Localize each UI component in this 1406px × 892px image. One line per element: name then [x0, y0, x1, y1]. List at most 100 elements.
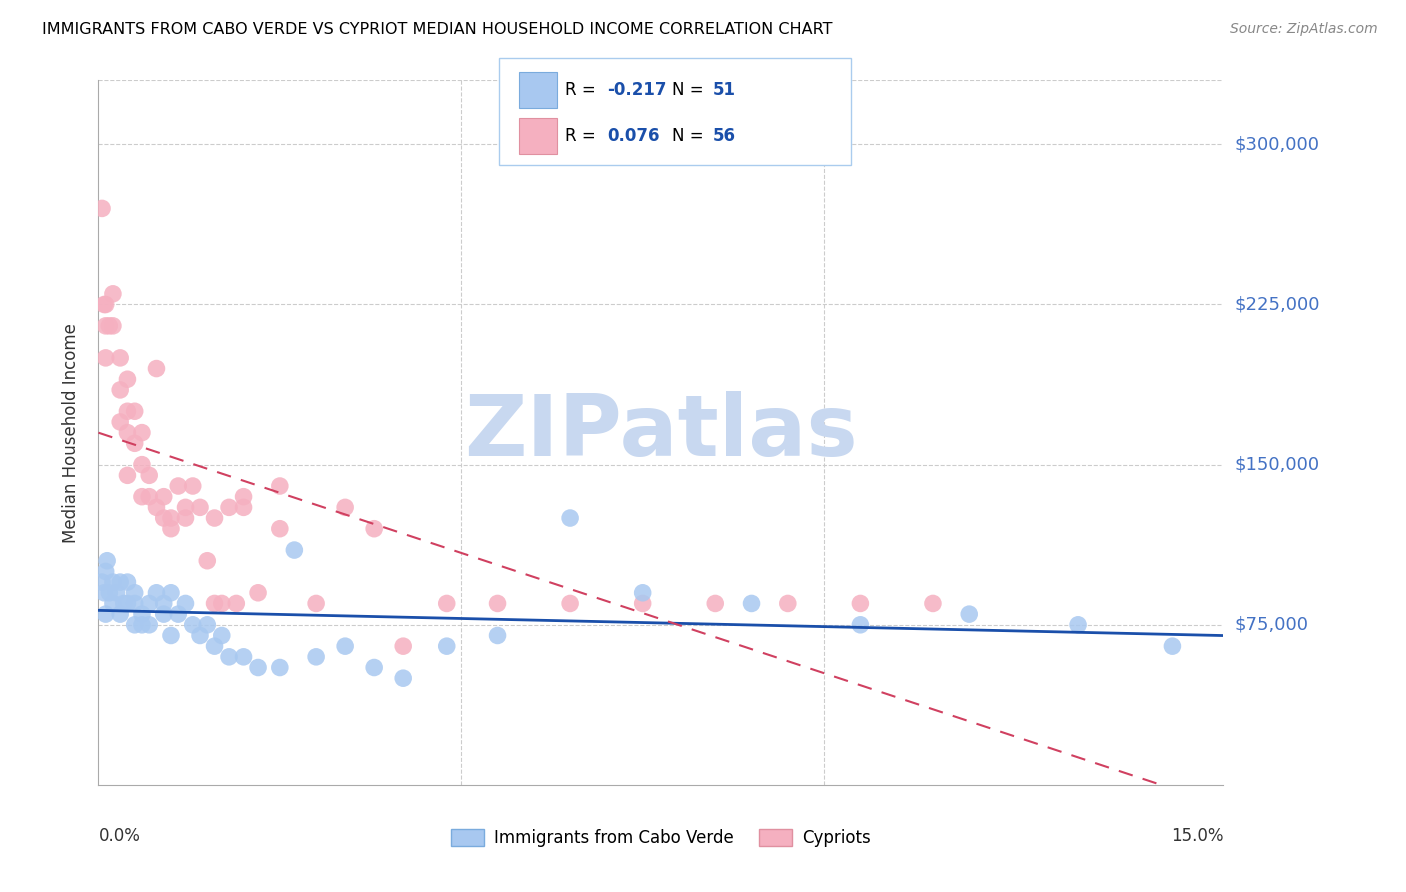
Text: IMMIGRANTS FROM CABO VERDE VS CYPRIOT MEDIAN HOUSEHOLD INCOME CORRELATION CHART: IMMIGRANTS FROM CABO VERDE VS CYPRIOT ME…: [42, 22, 832, 37]
Point: [108, 607, 131, 621]
Point: [101, 575, 124, 590]
Point: [160, 628, 183, 642]
Point: [1161, 639, 1184, 653]
Point: [131, 607, 153, 621]
Point: [94, 565, 117, 579]
Point: [167, 479, 190, 493]
Point: [558, 511, 581, 525]
Point: [108, 575, 131, 590]
Point: [152, 511, 174, 525]
Point: [94, 351, 117, 365]
Point: [101, 318, 124, 333]
Point: [333, 500, 356, 515]
Point: [131, 617, 153, 632]
Text: -0.217: -0.217: [607, 81, 666, 99]
Point: [105, 586, 128, 600]
Point: [93, 297, 115, 311]
Point: [145, 586, 167, 600]
Text: ZIPatlas: ZIPatlas: [464, 391, 858, 475]
Point: [247, 660, 270, 674]
Point: [436, 639, 458, 653]
Point: [152, 607, 174, 621]
Point: [124, 404, 146, 418]
Text: $225,000: $225,000: [1234, 295, 1320, 313]
Point: [631, 597, 654, 611]
Point: [160, 511, 183, 525]
Point: [124, 436, 146, 450]
Point: [101, 597, 124, 611]
Point: [232, 500, 254, 515]
Text: N =: N =: [672, 127, 709, 145]
Point: [436, 597, 458, 611]
Point: [305, 597, 328, 611]
Point: [188, 500, 211, 515]
Point: [849, 597, 872, 611]
Point: [117, 404, 139, 418]
Point: [145, 361, 167, 376]
Point: [704, 597, 727, 611]
Point: [160, 522, 183, 536]
Point: [195, 617, 218, 632]
Point: [152, 597, 174, 611]
Point: [108, 383, 131, 397]
Point: [94, 297, 117, 311]
Point: [96, 554, 118, 568]
Text: 51: 51: [713, 81, 735, 99]
Point: [117, 468, 139, 483]
Point: [211, 597, 233, 611]
Point: [922, 597, 945, 611]
Point: [181, 479, 204, 493]
Point: [269, 660, 291, 674]
Point: [94, 318, 117, 333]
Point: [117, 575, 139, 590]
Point: [363, 660, 385, 674]
Point: [741, 597, 763, 611]
Point: [98, 318, 121, 333]
Text: $75,000: $75,000: [1234, 615, 1309, 634]
Point: [957, 607, 980, 621]
Point: [392, 671, 415, 685]
Point: [225, 597, 247, 611]
Point: [131, 425, 153, 440]
Point: [138, 617, 160, 632]
Point: [117, 597, 139, 611]
Point: [138, 597, 160, 611]
Point: [94, 607, 117, 621]
Point: [204, 639, 226, 653]
Point: [174, 511, 197, 525]
Point: [124, 597, 146, 611]
Point: [486, 628, 509, 642]
Point: [108, 415, 131, 429]
Point: [269, 479, 291, 493]
Point: [247, 586, 270, 600]
Point: [188, 628, 211, 642]
Point: [211, 628, 233, 642]
Point: [112, 597, 135, 611]
Point: [152, 490, 174, 504]
Point: [776, 597, 799, 611]
Point: [167, 607, 190, 621]
Point: [91, 575, 114, 590]
Point: [131, 490, 153, 504]
Text: 0.0%: 0.0%: [98, 827, 141, 846]
Point: [174, 500, 197, 515]
Point: [204, 597, 226, 611]
Text: 0.076: 0.076: [607, 127, 659, 145]
Point: [269, 522, 291, 536]
Text: R =: R =: [565, 81, 602, 99]
Point: [486, 597, 509, 611]
Point: [131, 458, 153, 472]
Point: [363, 522, 385, 536]
Text: $300,000: $300,000: [1234, 136, 1319, 153]
Point: [91, 202, 114, 216]
Text: 15.0%: 15.0%: [1171, 827, 1223, 846]
Point: [1067, 617, 1090, 632]
Text: Source: ZipAtlas.com: Source: ZipAtlas.com: [1230, 22, 1378, 37]
Point: [117, 425, 139, 440]
Point: [305, 649, 328, 664]
Legend: Immigrants from Cabo Verde, Cypriots: Immigrants from Cabo Verde, Cypriots: [444, 822, 877, 855]
Y-axis label: Median Household Income: Median Household Income: [62, 323, 80, 542]
Point: [232, 490, 254, 504]
Point: [174, 597, 197, 611]
Point: [631, 586, 654, 600]
